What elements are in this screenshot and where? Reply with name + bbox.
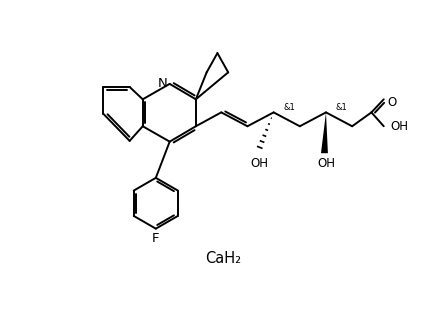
Text: &1: &1 xyxy=(284,102,295,112)
Text: &1: &1 xyxy=(336,102,348,112)
Text: OH: OH xyxy=(318,157,336,170)
Text: O: O xyxy=(388,96,397,109)
Text: OH: OH xyxy=(390,120,408,133)
Text: N: N xyxy=(158,77,167,90)
Text: OH: OH xyxy=(251,158,269,170)
Text: CaH₂: CaH₂ xyxy=(205,251,242,266)
Text: F: F xyxy=(152,232,160,245)
Polygon shape xyxy=(321,112,328,153)
